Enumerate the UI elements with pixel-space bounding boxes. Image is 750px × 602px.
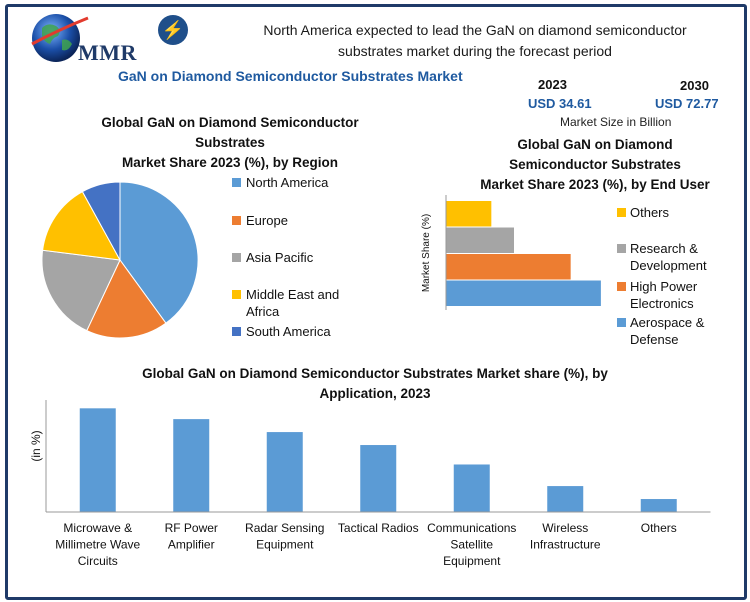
legend-swatch-asia-pacific bbox=[232, 253, 241, 262]
logo-text: MMR bbox=[78, 40, 137, 65]
bar-tactical-radios bbox=[360, 445, 397, 512]
category-label-radar-sensing-equipment: Radar Sensing bbox=[245, 521, 324, 535]
legend-swatch-others bbox=[617, 208, 626, 217]
globe-icon bbox=[31, 14, 89, 62]
headline-line-2: substrates market during the forecast pe… bbox=[338, 43, 612, 59]
legend-label-line: Development bbox=[630, 258, 707, 273]
category-label-wireless-infrastructure: Infrastructure bbox=[530, 538, 601, 552]
legend-swatch-aerospace-defense bbox=[617, 318, 626, 327]
value-2023: USD 34.61 bbox=[528, 96, 592, 111]
bar-radar-sensing-equipment bbox=[266, 432, 303, 512]
bar-aerospace-defense bbox=[446, 280, 601, 306]
pie-slice-asia-pacific bbox=[41, 249, 121, 332]
app-title-line-1: Global GaN on Diamond Semiconductor Subs… bbox=[142, 366, 608, 381]
y-axis-label: Market Share (%) bbox=[421, 214, 432, 292]
category-label-microwave-millimetre-wave-circuits: Circuits bbox=[78, 554, 118, 568]
legend-label-asia-pacific: Asia Pacific bbox=[246, 249, 313, 266]
legend-label-line: Asia Pacific bbox=[246, 250, 314, 265]
category-label-microwave-millimetre-wave-circuits: Millimetre Wave bbox=[55, 538, 140, 552]
bar-research-development bbox=[446, 227, 514, 253]
pie-slice-south-america bbox=[81, 181, 121, 261]
year-2023: 2023 bbox=[538, 77, 567, 92]
pie-slice-europe bbox=[86, 259, 167, 339]
legend-label-line: South America bbox=[246, 324, 331, 339]
legend-label-line: Others bbox=[630, 205, 670, 220]
category-label-communications-satellite-equipment: Communications bbox=[427, 521, 516, 535]
legend-label-aerospace-defense: Aerospace & Defense bbox=[630, 314, 704, 348]
lightning-bolt-icon: ⚡ bbox=[158, 15, 188, 45]
enduser-title-line-1: Global GaN on Diamond bbox=[517, 137, 673, 152]
pie-title-line-3: Market Share 2023 (%), by Region bbox=[121, 155, 339, 170]
market-size-note: Market Size in Billion bbox=[560, 115, 672, 129]
enduser-title-line-3: Market Share 2023 (%), by End User bbox=[480, 177, 710, 192]
legend-label-high-power-electronics: High Power Electronics bbox=[630, 278, 697, 312]
bar-rf-power-amplifier bbox=[173, 419, 210, 512]
bar-others bbox=[446, 201, 492, 227]
legend-label-line: High Power bbox=[630, 279, 698, 294]
headline-line-1: North America expected to lead the GaN o… bbox=[263, 22, 687, 38]
y-axis-label: (in %) bbox=[29, 430, 43, 461]
main-title: GaN on Diamond Semiconductor Substrates … bbox=[118, 68, 463, 84]
legend-label-others: Others bbox=[630, 204, 669, 221]
legend-label-line: Middle East and bbox=[246, 287, 340, 302]
legend-label-line: Electronics bbox=[630, 296, 694, 311]
category-label-communications-satellite-equipment: Equipment bbox=[443, 554, 501, 568]
legend-label-line: North America bbox=[246, 175, 329, 190]
app-title-line-2: Application, 2023 bbox=[319, 386, 431, 401]
bar-high-power-electronics bbox=[446, 254, 571, 280]
legend-swatch-europe bbox=[232, 216, 241, 225]
legend-label-line: Europe bbox=[246, 213, 288, 228]
application-bar-chart: Microwave & Millimetre Wave Circuits RF Pow… bbox=[29, 400, 711, 568]
pie-chart-title: Global GaN on Diamond Semiconductor Subs… bbox=[70, 113, 390, 173]
legend-label-line: Research & bbox=[630, 241, 698, 256]
enduser-chart-title: Global GaN on Diamond Semiconductor Subs… bbox=[455, 135, 735, 195]
legend-swatch-high-power-electronics bbox=[617, 282, 626, 291]
enduser-title-line-2: Semiconductor Substrates bbox=[509, 157, 681, 172]
legend-swatch-middle-east-and-africa bbox=[232, 290, 241, 299]
category-label-microwave-millimetre-wave-circuits: Microwave & bbox=[63, 521, 132, 535]
category-label-others: Others bbox=[641, 521, 677, 535]
legend-swatch-north-america bbox=[232, 178, 241, 187]
pie-legend: North America Europe Asia Pacific Middle Ea… bbox=[232, 174, 392, 349]
pie-title-line-2: Substrates bbox=[195, 135, 265, 150]
pie-chart bbox=[41, 181, 199, 339]
legend-label-line: Africa bbox=[246, 304, 280, 319]
year-2030: 2030 bbox=[680, 78, 709, 93]
application-chart-title: Global GaN on Diamond Semiconductor Subs… bbox=[90, 364, 660, 404]
enduser-legend: Others Research & Development High Power Ele… bbox=[617, 204, 742, 354]
category-label-rf-power-amplifier: RF Power bbox=[165, 521, 218, 535]
category-label-communications-satellite-equipment: Satellite bbox=[450, 538, 493, 552]
category-label-tactical-radios: Tactical Radios bbox=[338, 521, 419, 535]
mmr-logo: MMR bbox=[28, 10, 138, 68]
bar-others bbox=[640, 499, 677, 512]
pie-slice-middle-east-and-africa bbox=[42, 190, 121, 261]
legend-swatch-research-development bbox=[617, 244, 626, 253]
bar-communications-satellite-equipment bbox=[453, 464, 490, 512]
legend-label-research-development: Research & Development bbox=[630, 240, 707, 274]
legend-label-line: Aerospace & bbox=[630, 315, 705, 330]
legend-label-europe: Europe bbox=[246, 212, 288, 229]
value-2030: USD 72.77 bbox=[655, 96, 719, 111]
category-label-radar-sensing-equipment: Equipment bbox=[256, 538, 314, 552]
bar-microwave-millimetre-wave-circuits bbox=[79, 408, 116, 512]
category-label-wireless-infrastructure: Wireless bbox=[542, 521, 588, 535]
legend-label-south-america: South America bbox=[246, 323, 331, 340]
legend-label-middle-east-and-africa: Middle East and Africa bbox=[246, 286, 339, 320]
legend-label-north-america: North America bbox=[246, 174, 328, 191]
bar-wireless-infrastructure bbox=[547, 486, 584, 512]
enduser-bar-chart: Market Share (%) bbox=[421, 195, 601, 310]
category-label-rf-power-amplifier: Amplifier bbox=[168, 538, 215, 552]
legend-label-line: Defense bbox=[630, 332, 679, 347]
pie-slice-north-america bbox=[119, 181, 199, 324]
legend-swatch-south-america bbox=[232, 327, 241, 336]
headline: North America expected to lead the GaN o… bbox=[210, 20, 740, 62]
pie-title-line-1: Global GaN on Diamond Semiconductor bbox=[101, 115, 359, 130]
